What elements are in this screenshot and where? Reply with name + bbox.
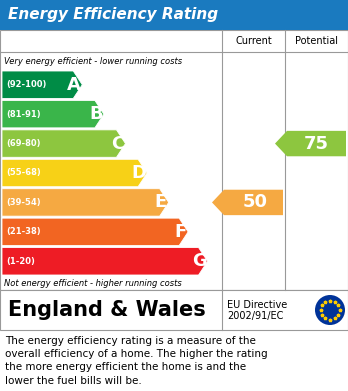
Text: (81-91): (81-91) [6,109,41,118]
Text: (92-100): (92-100) [6,80,46,89]
Text: Potential: Potential [295,36,338,46]
Bar [0,290,348,330]
Polygon shape [2,130,126,157]
Polygon shape [2,159,147,187]
Polygon shape [2,248,207,275]
Text: (55-68): (55-68) [6,169,41,178]
Text: Energy Efficiency Rating: Energy Efficiency Rating [8,7,218,23]
Text: Not energy efficient - higher running costs: Not energy efficient - higher running co… [4,278,182,287]
Text: Current: Current [235,36,272,46]
Text: 50: 50 [243,194,268,212]
Text: (1-20): (1-20) [6,257,35,266]
Circle shape [315,295,345,325]
Polygon shape [2,100,104,128]
Text: (39-54): (39-54) [6,198,41,207]
Text: The energy efficiency rating is a measure of the
overall efficiency of a home. T: The energy efficiency rating is a measur… [5,336,268,386]
Bar [0,0,348,30]
Polygon shape [2,218,188,246]
Polygon shape [275,131,346,156]
Text: C: C [111,135,124,152]
Polygon shape [2,71,82,99]
Text: G: G [192,252,207,270]
Polygon shape [2,189,169,216]
Text: Very energy efficient - lower running costs: Very energy efficient - lower running co… [4,57,182,66]
Text: F: F [174,223,186,241]
Text: A: A [68,76,81,94]
Text: (21-38): (21-38) [6,227,41,236]
Bar [0,30,348,290]
Text: B: B [89,105,103,123]
Text: 2002/91/EC: 2002/91/EC [227,311,283,321]
Text: England & Wales: England & Wales [8,300,206,320]
Text: 75: 75 [304,135,329,152]
Polygon shape [212,190,283,215]
Text: EU Directive: EU Directive [227,300,287,310]
Text: D: D [132,164,147,182]
Text: E: E [155,194,167,212]
Text: (69-80): (69-80) [6,139,40,148]
